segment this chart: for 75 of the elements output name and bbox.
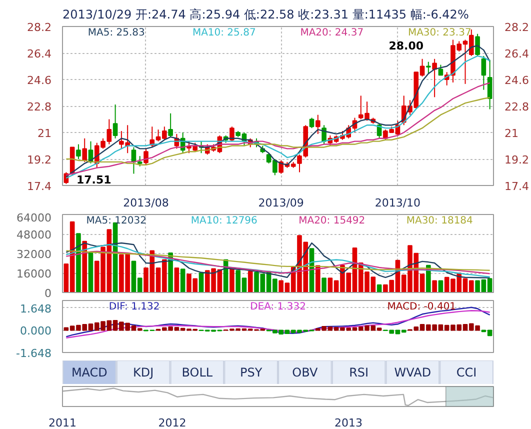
y-tick-label: 19.2 bbox=[27, 154, 52, 166]
candlestick bbox=[426, 61, 431, 74]
series-label: MACD: -0.401 bbox=[387, 302, 456, 312]
x-tick-label: 2013/08 bbox=[123, 196, 169, 210]
text: MA30: 23.37 bbox=[408, 28, 472, 38]
annotation: 28.00 bbox=[388, 40, 424, 52]
line-series bbox=[66, 250, 490, 271]
x-tick-label: 2011 bbox=[48, 416, 77, 429]
bar bbox=[322, 278, 326, 292]
y2-tick-label: 26.4 bbox=[504, 48, 529, 60]
text: MA20: 24.37 bbox=[300, 28, 364, 38]
x-tick-label: 2013/09 bbox=[258, 196, 304, 210]
y-tick-label: 21 bbox=[38, 127, 52, 140]
chart-title: 2013/10/29 开:24.74 高:25.94 低:22.58 收:23.31 量:11435 幅:-6.42% bbox=[62, 8, 469, 22]
y-tick-label: -1.648 bbox=[16, 347, 52, 360]
bar bbox=[230, 268, 234, 292]
bar bbox=[198, 272, 204, 292]
text: MA10: 25.87 bbox=[192, 28, 256, 38]
candlestick bbox=[144, 148, 148, 166]
y-tick-label: 28.2 bbox=[27, 21, 52, 34]
series-label: DIF: 1.132 bbox=[108, 302, 160, 312]
category-label: RSI bbox=[349, 366, 369, 380]
candlestick bbox=[316, 114, 320, 134]
y-tick-label: 1.648 bbox=[20, 302, 52, 316]
y-tick-label: 0 bbox=[44, 287, 52, 300]
candlestick bbox=[438, 64, 444, 76]
y-tick-label: 17.4 bbox=[27, 180, 52, 193]
series-label: MA5: 12032 bbox=[86, 216, 146, 226]
candlestick bbox=[112, 104, 118, 139]
x-tick-label: 2013 bbox=[334, 416, 363, 429]
category-label: KDJ bbox=[132, 366, 154, 380]
x-tick-label: 2012 bbox=[158, 416, 186, 429]
category-label: WVAD bbox=[394, 366, 432, 380]
category-label: MACD bbox=[71, 366, 108, 380]
series-label: DEA: 1.332 bbox=[250, 302, 306, 312]
bar bbox=[174, 268, 180, 292]
y-tick-label: 0.000 bbox=[20, 324, 52, 338]
text: MA30: 18184 bbox=[406, 216, 473, 226]
category-label: OBV bbox=[292, 366, 318, 380]
bar bbox=[82, 240, 88, 292]
bar bbox=[76, 233, 81, 292]
y-tick-label: 48000 bbox=[16, 228, 52, 242]
line-series bbox=[66, 250, 490, 274]
y-tick-label: 24.6 bbox=[27, 74, 52, 87]
bar bbox=[180, 268, 186, 292]
candlestick bbox=[432, 58, 437, 98]
candlestick bbox=[82, 138, 88, 162]
x-tick-label: 2013/10 bbox=[374, 196, 421, 210]
text: MA10: 12796 bbox=[190, 216, 258, 226]
y2-tick-label: 21 bbox=[504, 127, 518, 140]
text: MA20: 15492 bbox=[298, 216, 366, 226]
y-tick-label: 22.8 bbox=[27, 100, 52, 114]
candlestick bbox=[76, 144, 81, 160]
text: MA5: 25.83 bbox=[88, 28, 145, 38]
candlestick bbox=[168, 112, 173, 138]
y-tick-label: 32000 bbox=[16, 248, 52, 261]
y2-tick-label: 24.6 bbox=[504, 74, 529, 87]
y-tick-label: 64000 bbox=[16, 212, 52, 224]
y2-tick-label: 22.8 bbox=[504, 100, 529, 114]
bar bbox=[248, 270, 253, 292]
category-label: BOLL bbox=[182, 366, 213, 380]
candlestick bbox=[309, 117, 314, 129]
bar bbox=[432, 280, 437, 292]
y2-tick-label: 19.2 bbox=[504, 154, 529, 166]
bar bbox=[438, 280, 444, 292]
bar bbox=[88, 252, 94, 292]
y2-tick-label: 28.2 bbox=[504, 21, 529, 34]
y-tick-label: 26.4 bbox=[27, 48, 52, 60]
y-tick-label: 16000 bbox=[16, 268, 52, 280]
category-label: CCI bbox=[456, 366, 477, 380]
annotation: 17.51 bbox=[76, 174, 112, 186]
category-label: PSY bbox=[240, 366, 263, 380]
y2-tick-label: 17.4 bbox=[504, 180, 529, 193]
candlestick bbox=[481, 55, 486, 90]
candlestick bbox=[475, 33, 480, 56]
